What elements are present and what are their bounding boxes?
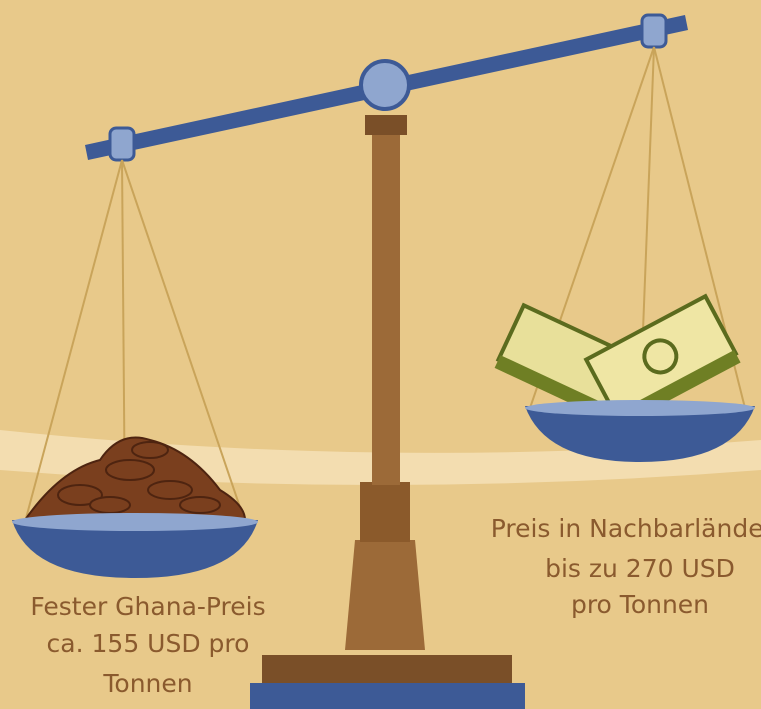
beam-hub bbox=[361, 61, 409, 109]
right-label-line: Preis in Nachbarländern bbox=[491, 514, 761, 543]
left-label-line: Tonnen bbox=[102, 669, 192, 698]
left-label-line: ca. 155 USD pro bbox=[47, 629, 250, 658]
left-hook bbox=[110, 128, 134, 160]
left-pan-rim bbox=[12, 513, 258, 531]
stand-foot bbox=[250, 683, 525, 709]
right-pan-rim bbox=[525, 400, 755, 416]
page: Fester Ghana-Preis ca. 155 USD pro Tonne… bbox=[0, 0, 761, 709]
stand-lower bbox=[345, 540, 425, 650]
stand-base bbox=[262, 655, 512, 685]
stand-top bbox=[365, 115, 407, 135]
stand-column bbox=[372, 125, 400, 485]
right-label-line: pro Tonnen bbox=[571, 590, 709, 619]
right-hook bbox=[642, 15, 666, 47]
stand-collar bbox=[360, 482, 410, 542]
left-label-line: Fester Ghana-Preis bbox=[30, 592, 265, 621]
right-label-line: bis zu 270 USD bbox=[545, 554, 735, 583]
illustration: Fester Ghana-Preis ca. 155 USD pro Tonne… bbox=[0, 0, 761, 709]
